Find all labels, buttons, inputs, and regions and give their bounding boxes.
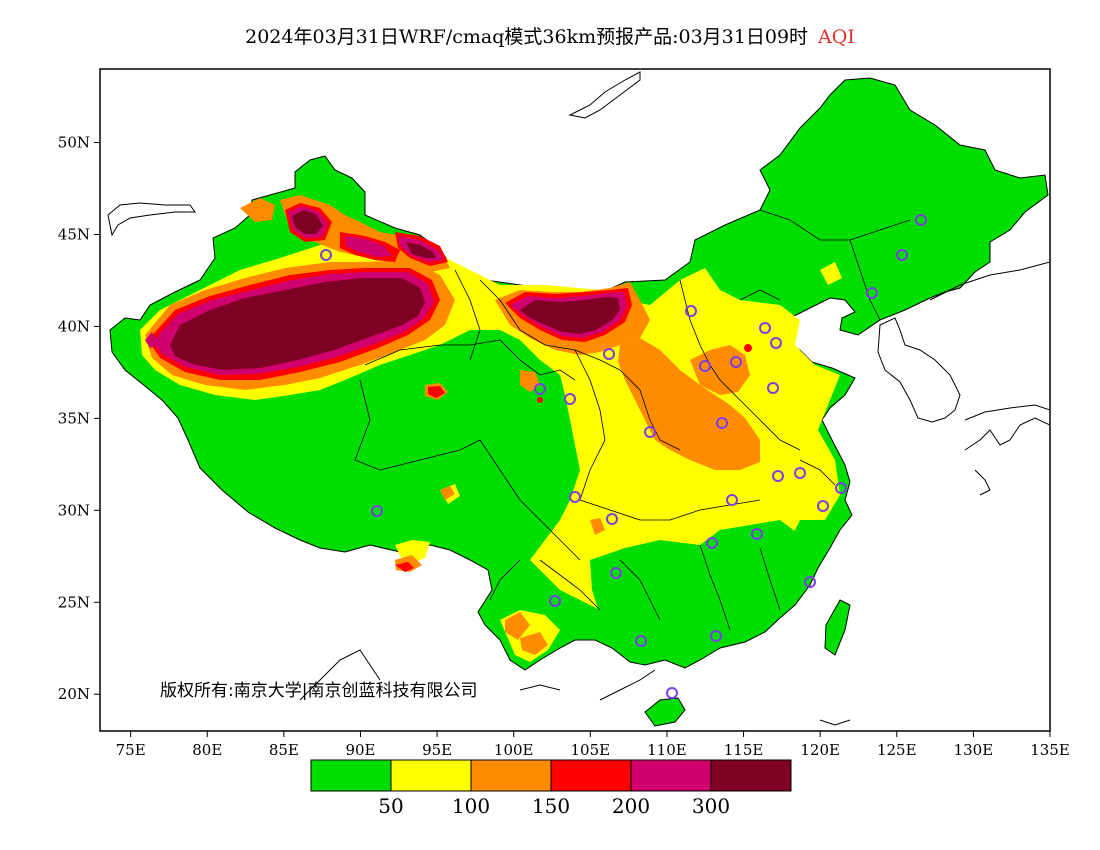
colorbar-label: 200 (612, 794, 650, 818)
x-tick-label: 120E (800, 741, 840, 759)
x-tick-label: 110E (647, 741, 687, 759)
map-frame (99, 68, 1051, 732)
y-tick-label: 30N (58, 501, 90, 519)
colorbar-label: 300 (692, 794, 730, 818)
y-tick-label: 20N (58, 685, 90, 703)
station-marker[interactable] (644, 426, 656, 438)
province-boundaries (354, 209, 911, 631)
hainan-island (644, 697, 686, 727)
x-tick-label: 100E (494, 741, 534, 759)
y-tick-label: 25N (58, 593, 90, 611)
x-tick-label: 95E (422, 741, 452, 759)
station-marker[interactable] (569, 491, 581, 503)
x-tick-label: 135E (1030, 741, 1070, 759)
copyright-text: 版权所有:南京大学|南京创蓝科技有限公司 (160, 681, 477, 701)
station-marker[interactable] (666, 687, 678, 699)
station-marker[interactable] (603, 348, 615, 360)
y-tick-label: 40N (58, 317, 90, 335)
x-tick-label: 80E (192, 741, 222, 759)
monitoring-stations (320, 214, 927, 699)
station-marker[interactable] (699, 360, 711, 372)
x-tick-label: 115E (724, 741, 764, 759)
x-tick-label: 130E (954, 741, 994, 759)
station-marker[interactable] (564, 393, 576, 405)
colorbar-label: 150 (532, 794, 570, 818)
station-marker[interactable] (866, 287, 878, 299)
station-marker[interactable] (534, 383, 546, 395)
station-marker[interactable] (710, 630, 722, 642)
y-tick-label: 45N (58, 226, 90, 244)
aqi-hazardous-areas (170, 210, 620, 370)
station-marker[interactable] (549, 595, 561, 607)
y-tick-label: 50N (58, 134, 90, 152)
colorbar-label: 100 (452, 794, 490, 818)
station-marker[interactable] (716, 417, 728, 429)
x-tick-label: 90E (345, 741, 375, 759)
taiwan-island (824, 599, 851, 656)
y-tick-label: 35N (58, 409, 90, 427)
station-marker[interactable] (320, 249, 332, 261)
colorbar-segment (390, 759, 472, 792)
station-marker[interactable] (794, 467, 806, 479)
station-marker[interactable] (817, 500, 829, 512)
title-main: 2024年03月31日WRF/cmaq模式36km预报产品:03月31日09时 (245, 26, 809, 48)
station-marker[interactable] (804, 576, 816, 588)
map-title: 2024年03月31日WRF/cmaq模式36km预报产品:03月31日09时 A… (0, 22, 1100, 49)
aqi-good-patches (590, 520, 800, 652)
title-variable: AQI (818, 26, 855, 48)
station-marker[interactable] (685, 305, 697, 317)
station-marker[interactable] (726, 494, 738, 506)
colorbar-segment (470, 759, 552, 792)
station-marker[interactable] (915, 214, 927, 226)
colorbar-label: 50 (378, 794, 403, 818)
colorbar-segment (550, 759, 632, 792)
x-tick-label: 105E (571, 741, 611, 759)
station-marker[interactable] (610, 567, 622, 579)
y-axis: 20N 25N 30N 35N 40N 45N 50N (58, 134, 100, 703)
station-marker[interactable] (759, 322, 771, 334)
x-axis: 75E 80E 85E 90E 95E 100E 105E 110E 115E 120E 125E 1… (116, 731, 1070, 759)
station-marker[interactable] (606, 513, 618, 525)
station-marker[interactable] (371, 505, 383, 517)
x-tick-label: 85E (269, 741, 299, 759)
station-marker[interactable] (767, 382, 779, 394)
station-marker[interactable] (730, 356, 742, 368)
colorbar-segment (710, 759, 792, 792)
station-marker[interactable] (706, 537, 718, 549)
x-tick-label: 125E (877, 741, 917, 759)
station-marker[interactable] (770, 337, 782, 349)
station-marker[interactable] (772, 470, 784, 482)
station-marker[interactable] (896, 249, 908, 261)
station-marker[interactable] (835, 482, 847, 494)
aqi-local-hotspots (537, 344, 752, 403)
neighbor-coastlines (107, 71, 1050, 726)
station-marker[interactable] (635, 635, 647, 647)
x-tick-label: 75E (116, 741, 146, 759)
colorbar-segment (630, 759, 712, 792)
aqi-colorbar: 50 100 150 200 300 (310, 759, 792, 818)
map-content: 版权所有:南京大学|南京创蓝科技有限公司 (107, 71, 1050, 727)
station-marker[interactable] (751, 528, 763, 540)
colorbar-segment (310, 759, 392, 792)
